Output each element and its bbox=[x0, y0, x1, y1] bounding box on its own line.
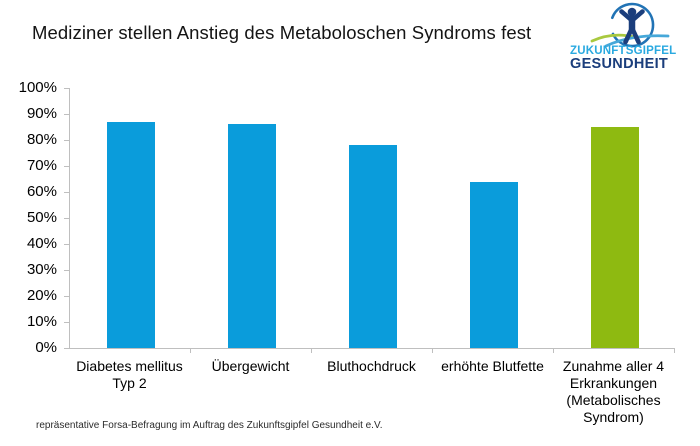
y-tick bbox=[64, 218, 69, 219]
y-tick-label: 70% bbox=[26, 157, 57, 174]
bar-4 bbox=[590, 127, 639, 348]
y-tick bbox=[64, 140, 69, 141]
bar-0 bbox=[106, 121, 155, 348]
x-tick bbox=[674, 348, 675, 353]
x-tick bbox=[311, 348, 312, 353]
y-tick bbox=[64, 166, 69, 167]
bar-1 bbox=[227, 124, 276, 348]
y-tick bbox=[64, 192, 69, 193]
bar-2 bbox=[348, 145, 397, 348]
x-category-label: Übergewicht bbox=[211, 358, 290, 374]
y-tick-label: 40% bbox=[26, 235, 57, 252]
plot-area bbox=[69, 88, 675, 353]
x-tick bbox=[190, 348, 191, 353]
x-category-label: Diabetes mellitus Typ 2 bbox=[76, 358, 183, 391]
y-tick bbox=[64, 296, 69, 297]
logo: ZUKUNFTSGIPFEL GESUNDHEIT bbox=[560, 0, 700, 76]
x-axis-labels: Diabetes mellitus Typ 2 Übergewicht Blutho… bbox=[69, 358, 674, 430]
page-title: Mediziner stellen Anstieg des Metabolosc… bbox=[32, 22, 532, 43]
x-category-label: erhöhte Blutfette bbox=[441, 358, 544, 374]
logo-figure-icon bbox=[590, 2, 670, 48]
y-tick bbox=[64, 114, 69, 115]
y-tick-label: 20% bbox=[26, 287, 57, 304]
y-tick-label: 50% bbox=[26, 209, 57, 226]
y-tick-label: 30% bbox=[26, 261, 57, 278]
y-tick-label: 100% bbox=[18, 79, 57, 96]
footnote: repräsentative Forsa-Befragung im Auftra… bbox=[36, 420, 383, 431]
y-tick-label: 60% bbox=[26, 183, 57, 200]
logo-text-line2: GESUNDHEIT bbox=[570, 56, 669, 72]
x-tick bbox=[553, 348, 554, 353]
y-tick-label: 10% bbox=[26, 313, 57, 330]
y-tick bbox=[64, 270, 69, 271]
bar-3 bbox=[469, 181, 518, 348]
y-tick bbox=[64, 244, 69, 245]
x-tick bbox=[432, 348, 433, 353]
y-tick-label: 0% bbox=[35, 339, 57, 356]
y-axis: 0% 10% 20% 30% 40% 50% 60% 70% 80% 90% 100% bbox=[0, 80, 69, 356]
y-tick bbox=[64, 348, 69, 349]
x-category-label: Zunahme aller 4 Erkrankungen (Metabolisc… bbox=[562, 358, 665, 425]
x-category-label: Bluthochdruck bbox=[327, 358, 416, 374]
y-tick bbox=[64, 88, 69, 89]
y-tick-label: 80% bbox=[26, 131, 57, 148]
y-tick-label: 90% bbox=[26, 105, 57, 122]
y-tick bbox=[64, 322, 69, 323]
logo-text-line1: ZUKUNFTSGIPFEL bbox=[570, 45, 677, 57]
